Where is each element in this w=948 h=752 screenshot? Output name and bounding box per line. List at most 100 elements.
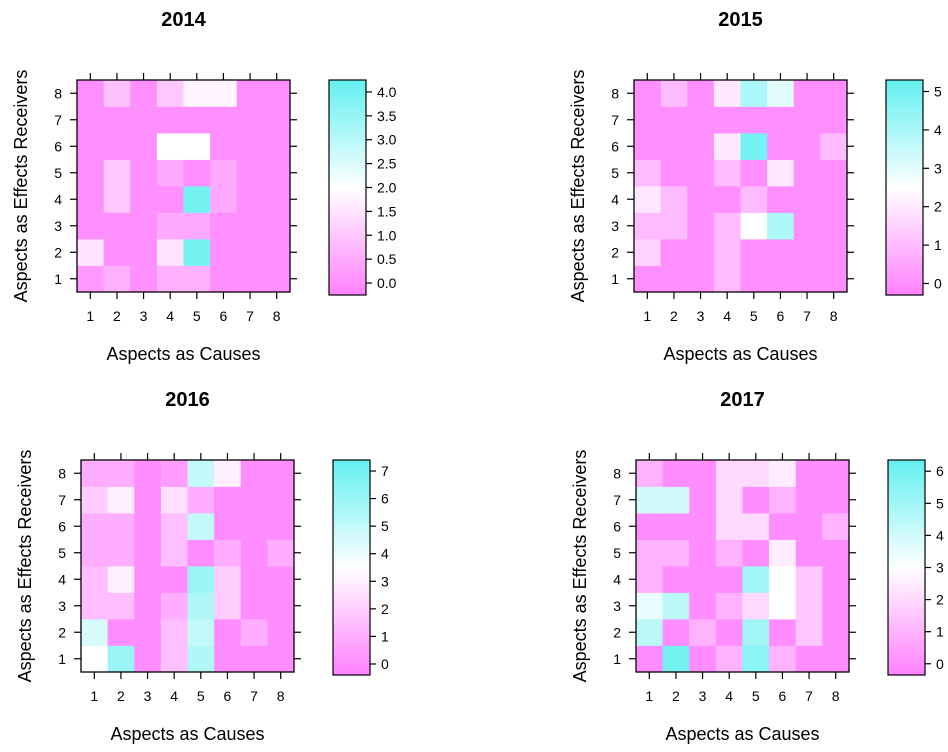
colorbar-segment <box>329 148 366 153</box>
heatmap-cell-r7-c5 <box>742 486 770 514</box>
colorbar-segment <box>888 481 925 486</box>
colorbar-segment <box>329 262 366 267</box>
heatmap-cell-r6-c7 <box>236 133 264 160</box>
colorbar-segment <box>329 223 366 228</box>
colorbar-segment <box>329 108 366 113</box>
colorbar-tick-label: 4 <box>381 546 389 562</box>
heatmap-cell-r2-c8 <box>267 619 295 646</box>
plot-frame <box>76 79 291 293</box>
colorbar-segment <box>888 546 925 551</box>
heatmap-cell-r1-c5 <box>742 645 770 673</box>
colorbar-segment <box>886 180 923 185</box>
heatmap-cell-r8-c5 <box>187 460 215 487</box>
x-tick-label: 1 <box>86 308 94 324</box>
heatmap-panel-2014: 2014 1 2 3 4 5 6 7 8 1 2 3 4 5 6 7 8 Aspects as Causes Asp… <box>11 9 397 364</box>
colorbar-segment <box>329 90 366 95</box>
colorbar-segment <box>886 241 923 246</box>
colorbar-segment <box>329 259 366 264</box>
heatmap-cell-r3-c3 <box>687 212 715 240</box>
y-tick-label: 2 <box>613 624 621 640</box>
heatmap-cell-r6-c5 <box>740 133 768 160</box>
heatmap-cell-r2-c5 <box>187 619 215 646</box>
colorbar-segment <box>333 538 370 543</box>
colorbar-segment <box>333 671 370 676</box>
heatmap-cell-r7-c6 <box>210 106 238 134</box>
heatmap-cell-r1-c7 <box>236 265 264 293</box>
colorbar-segment <box>329 226 366 231</box>
heatmap-cell-r6-c6 <box>769 513 797 540</box>
heatmap-cell-r6-c4 <box>715 513 743 540</box>
colorbar-segment <box>329 244 366 249</box>
heatmap-cell-r3-c6 <box>767 212 795 240</box>
heatmap-cell-r2-c5 <box>740 239 768 266</box>
heatmap-cell-r4-c1 <box>636 566 664 593</box>
colorbar-segment <box>886 162 923 167</box>
colorbar-segment <box>329 212 366 217</box>
heatmap-cell-r4-c5 <box>183 186 211 213</box>
heatmap-cell-r6-c6 <box>214 513 242 540</box>
heatmap-cell-r1-c6 <box>210 265 238 293</box>
heatmap-cell-r5-c4 <box>160 539 188 567</box>
y-tick-label: 2 <box>611 244 619 260</box>
colorbar-segment <box>888 639 925 644</box>
y-axis-label: Aspects as Effects Receivers <box>11 70 31 303</box>
heatmap-cell-r7-c2 <box>660 106 688 134</box>
y-tick-label: 5 <box>611 165 619 181</box>
colorbar-tick-label: 7 <box>381 463 389 479</box>
heatmap-cell-r7-c8 <box>263 106 291 134</box>
y-tick-label: 4 <box>611 191 619 207</box>
colorbar-segment <box>333 585 370 590</box>
colorbar-segment <box>888 599 925 604</box>
colorbar-segment <box>333 481 370 486</box>
colorbar-segment <box>333 485 370 490</box>
colorbar-segment <box>888 657 925 662</box>
heatmap-cell-r8-c7 <box>240 460 268 487</box>
heatmap-cell-r8-c7 <box>795 460 823 487</box>
heatmap-cell-r1-c3 <box>130 265 158 293</box>
heatmap-cell-r4-c7 <box>240 566 268 593</box>
colorbar-segment <box>329 169 366 174</box>
colorbar-segment <box>888 520 925 525</box>
colorbar-segment <box>333 667 370 672</box>
colorbar-segment <box>333 628 370 633</box>
heatmap-cell-r4-c3 <box>130 186 158 213</box>
colorbar-tick-label: 5 <box>381 518 389 534</box>
colorbar-segment <box>888 517 925 522</box>
colorbar-segment <box>333 460 370 465</box>
colorbar-segment <box>888 592 925 597</box>
colorbar-tick-label: 6 <box>381 491 389 507</box>
x-tick-label: 5 <box>197 688 205 704</box>
heatmap-cell-r6-c3 <box>687 133 715 160</box>
colorbar-segment <box>333 463 370 468</box>
plot-frame <box>633 79 848 293</box>
colorbar-segment <box>886 252 923 257</box>
colorbar-segment <box>886 169 923 174</box>
y-tick-label: 6 <box>54 138 62 154</box>
colorbar-segment <box>333 549 370 554</box>
panel-title: 2016 <box>165 389 210 411</box>
heatmap-cell-r1-c1 <box>636 645 664 673</box>
colorbar-segment <box>886 234 923 239</box>
heatmap-cell-r3-c5 <box>742 592 770 620</box>
heatmap-cell-r3-c6 <box>210 212 238 240</box>
colorbar-segment <box>888 574 925 579</box>
colorbar-tick-label: 3 <box>936 560 944 576</box>
colorbar-segment <box>333 592 370 597</box>
heatmap-cell-r2-c7 <box>793 239 821 266</box>
colorbar-segment <box>888 506 925 511</box>
heatmap-cell-r4-c6 <box>214 566 242 593</box>
heatmap-cell-r6-c4 <box>160 513 188 540</box>
heatmap-cell-r1-c2 <box>103 265 131 293</box>
colorbar-segment <box>888 467 925 472</box>
colorbar-segment <box>333 599 370 604</box>
heatmap-cell-r8-c7 <box>236 80 264 107</box>
heatmap-cell-r5-c5 <box>742 539 770 567</box>
colorbar-segment <box>329 101 366 106</box>
heatmap-cell-r1-c3 <box>689 645 717 673</box>
colorbar-segment <box>888 563 925 568</box>
heatmap-cell-r4-c3 <box>689 566 717 593</box>
heatmap-cell-r3-c8 <box>820 212 848 240</box>
y-tick-label: 4 <box>54 191 62 207</box>
heatmap-cell-r2-c1 <box>636 619 664 646</box>
colorbar-segment <box>333 632 370 637</box>
